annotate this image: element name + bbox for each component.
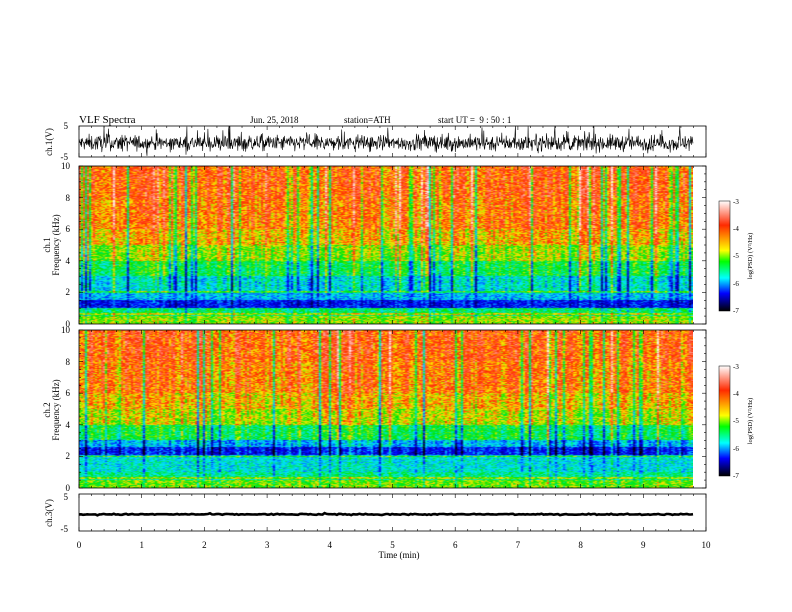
ch3-waveform-line — [78, 511, 694, 517]
ch1-spectrogram-ylabel-frequency: Frequency (kHz) — [51, 214, 61, 275]
ch1-colorbar-tick-m7: -7 — [733, 307, 739, 315]
ch3-waveform-ytick-top: 5 — [64, 492, 69, 502]
ch2-freq-tick-2: 2 — [66, 451, 71, 461]
time-axis-tick-label: 0 — [77, 540, 82, 550]
axis-tick-marks — [78, 126, 707, 531]
time-axis-tick-label: 9 — [641, 540, 646, 550]
time-axis-tick-label: 3 — [265, 540, 270, 550]
ch2-colorbar-tick-m6: -6 — [733, 445, 739, 453]
time-axis-tick-label: 4 — [328, 540, 333, 550]
start-time-label: start UT = 9 : 50 : 1 — [438, 115, 511, 125]
ch2-spectrogram-image — [79, 330, 693, 488]
time-axis-tick-label: 6 — [453, 540, 458, 550]
ch1-colorbar-tick-m6: -6 — [733, 280, 739, 288]
ch1-spectrogram-ylabel-channel: ch.1 — [42, 237, 52, 252]
ch2-colorbar-tick-m4: -4 — [733, 390, 739, 398]
ch3-waveform-ytick-bottom: -5 — [61, 524, 69, 534]
ch1-colorbar-tick-m4: -4 — [733, 225, 739, 233]
ch1-freq-tick-8: 8 — [66, 193, 71, 203]
ch1-colorbar-tick-m5: -5 — [733, 252, 739, 260]
ch3-waveform-ylabel: ch.3(V) — [44, 499, 54, 527]
ch1-waveform-ylabel: ch.1(V) — [44, 128, 54, 156]
time-axis-tick-label: 5 — [390, 540, 395, 550]
ch2-freq-tick-4: 4 — [66, 420, 71, 430]
ch1-spectrogram-image — [79, 166, 693, 324]
ch1-colorbar: -3 -4 -5 -6 -7 log(PSD) (V²/Hz) — [718, 198, 754, 315]
ch1-freq-tick-6: 6 — [66, 224, 71, 234]
ch1-colorbar-label: log(PSD) (V²/Hz) — [747, 233, 754, 280]
ch1-freq-tick-2: 2 — [66, 287, 71, 297]
ch3-waveform-panel: 5 -5 ch.3(V) 0 1 2 3 4 5 6 7 8 9 10 Time (min) — [44, 492, 711, 560]
ch1-waveform-line — [78, 125, 694, 156]
time-axis-tick-labels: 0 1 2 3 4 5 6 7 8 9 10 — [77, 540, 711, 550]
time-axis-tick-label: 2 — [202, 540, 207, 550]
station-label: station=ATH — [344, 115, 391, 125]
ch2-colorbar-tick-m3: -3 — [733, 363, 739, 371]
time-axis-label: Time (min) — [379, 550, 420, 560]
ch2-freq-tick-8: 8 — [66, 357, 71, 367]
ch2-colorbar-gradient — [718, 365, 731, 477]
ch2-colorbar: -3 -4 -5 -6 -7 log(PSD) (V²/Hz) — [718, 363, 754, 480]
ch1-freq-tick-4: 4 — [66, 256, 71, 266]
ch1-colorbar-tick-m3: -3 — [733, 198, 739, 206]
ch1-freq-tick-0: 0 — [66, 319, 71, 329]
ch1-waveform-panel: 5 -5 ch.1(V) — [44, 121, 707, 162]
ch2-spectrogram-ylabel-frequency: Frequency (kHz) — [51, 379, 61, 440]
ch2-freq-tick-0: 0 — [66, 483, 71, 493]
ch2-colorbar-label: log(PSD) (V²/Hz) — [747, 398, 754, 445]
ch2-spectrogram-panel: 0 2 4 6 8 10 ch.2 Frequency (kHz) — [42, 325, 707, 493]
ch2-colorbar-tick-m5: -5 — [733, 417, 739, 425]
ch1-colorbar-gradient — [718, 200, 731, 312]
ch3-waveform-frame — [78, 493, 707, 532]
date-label: Jun. 25, 2018 — [250, 115, 299, 125]
ch1-waveform-ytick-bottom: -5 — [61, 152, 69, 162]
ch2-freq-tick-6: 6 — [66, 388, 71, 398]
time-axis-tick-label: 8 — [578, 540, 583, 550]
ch1-waveform-ytick-top: 5 — [64, 121, 69, 131]
ch2-colorbar-tick-m7: -7 — [733, 472, 739, 480]
time-axis-tick-label: 1 — [139, 540, 144, 550]
ch2-freq-tick-10: 10 — [61, 325, 71, 335]
time-axis-tick-label: 7 — [516, 540, 521, 550]
figure-title: VLF Spectra — [79, 114, 136, 126]
ch1-freq-tick-10: 10 — [61, 161, 71, 171]
time-axis-tick-label: 10 — [702, 540, 712, 550]
ch2-spectrogram-ylabel-channel: ch.2 — [42, 402, 52, 417]
ch1-spectrogram-panel: 0 2 4 6 8 10 ch.1 Frequency (kHz) — [42, 161, 707, 329]
